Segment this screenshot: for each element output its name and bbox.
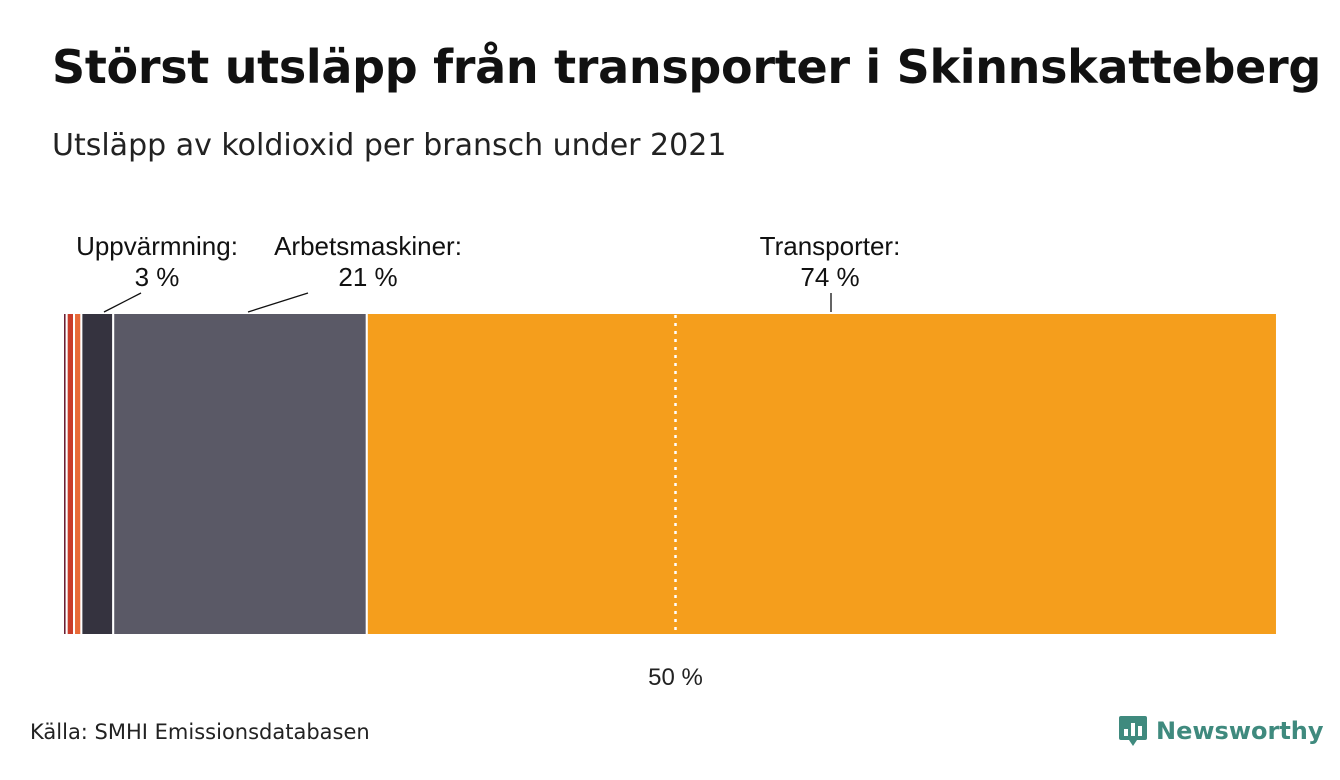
- bar-segment-uppvärmning: [80, 312, 115, 636]
- brand-logo: Newsworthy: [1118, 714, 1324, 748]
- newsworthy-logo-icon: [1119, 716, 1147, 746]
- brand-name: Newsworthy: [1156, 717, 1324, 745]
- bar-segment-minor-2: [73, 312, 83, 636]
- reference-line-label: 50 %: [648, 664, 703, 691]
- bar-segment-minor-1: [65, 312, 76, 636]
- chart-subtitle: Utsläpp av koldioxid per bransch under 2…: [52, 128, 727, 163]
- leader-line-uppvärmning: [103, 292, 142, 313]
- segment-name-transporter: Transporter:: [760, 231, 901, 261]
- source-note: Källa: SMHI Emissionsdatabasen: [30, 720, 370, 744]
- segment-value-transporter: 74 %: [800, 262, 859, 292]
- stacked-bar-chart: Uppvärmning:3 % Arbetsmaskiner:21 % Transp…: [62, 231, 1278, 691]
- bar-segment-transporter: [365, 312, 1278, 636]
- segment-name-uppvärmning: Uppvärmning:: [76, 231, 238, 261]
- segment-value-arbetsmaskiner: 21 %: [338, 262, 397, 292]
- segment-value-uppvärmning: 3 %: [135, 262, 180, 292]
- segment-annotations: Uppvärmning:3 % Arbetsmaskiner:21 % Transp…: [76, 231, 901, 313]
- bar-segments: [62, 312, 1278, 636]
- bar-segment-arbetsmaskiner: [112, 312, 368, 636]
- chart-title: Störst utsläpp från transporter i Skinns…: [52, 40, 1322, 94]
- segment-name-arbetsmaskiner: Arbetsmaskiner:: [274, 231, 462, 261]
- leader-line-arbetsmaskiner: [247, 292, 309, 313]
